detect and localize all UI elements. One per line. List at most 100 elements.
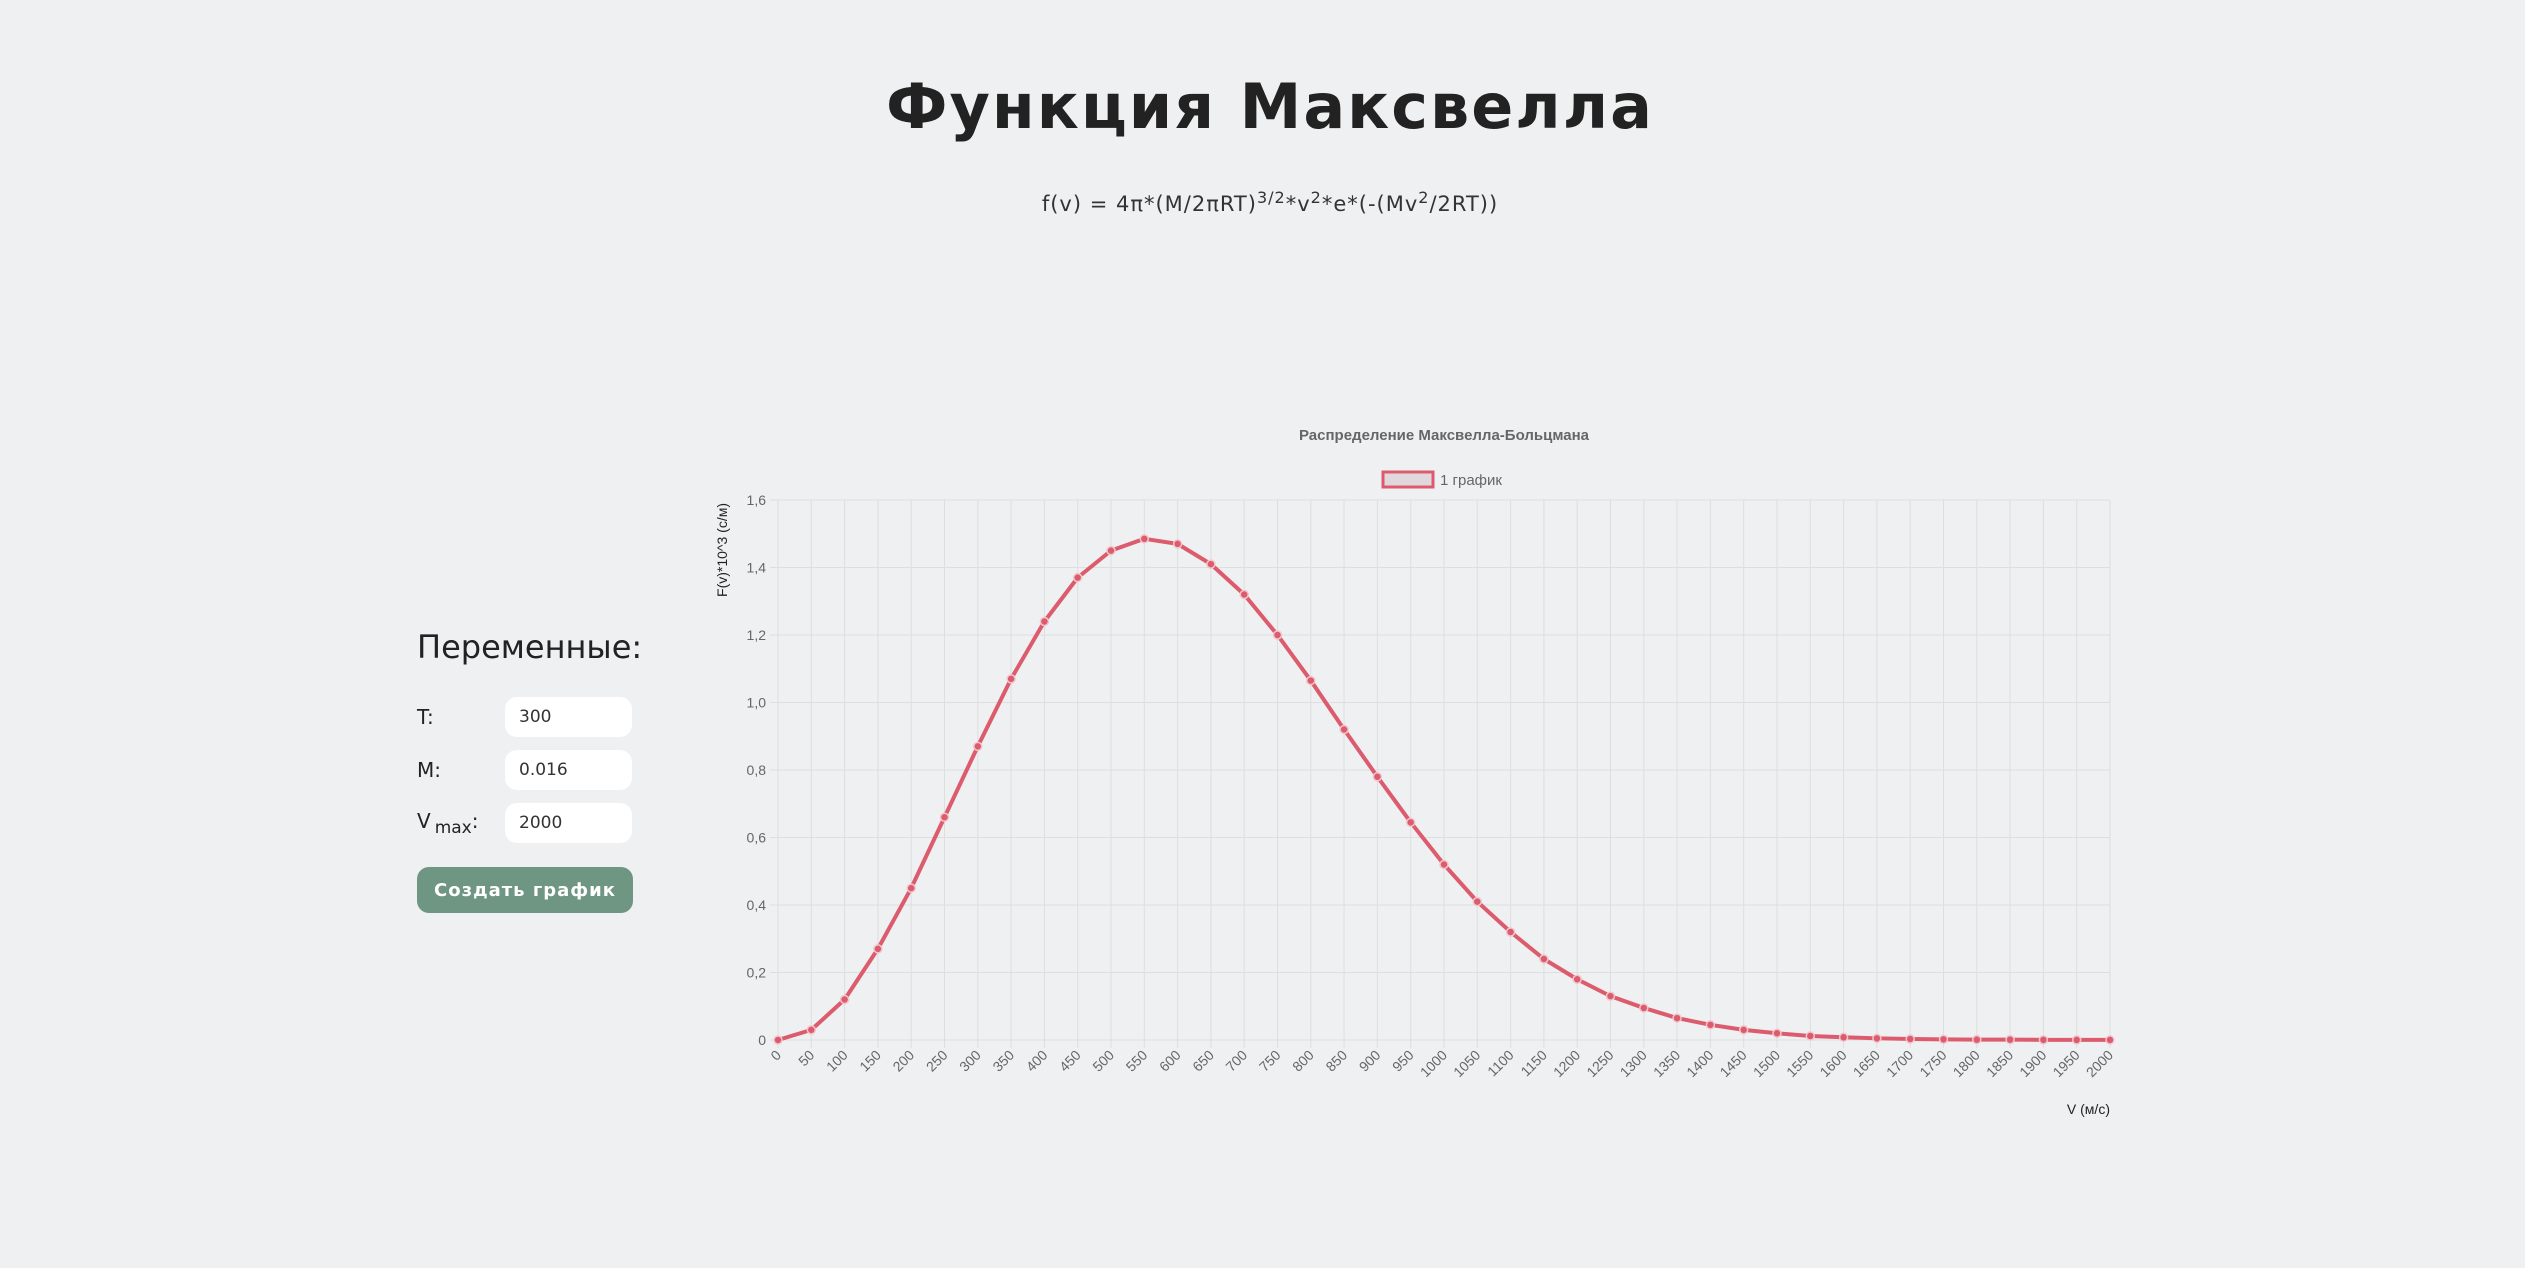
- x-tick-label: 1050: [1450, 1047, 1483, 1080]
- chart-title: Распределение Максвелла-Больцмана: [1299, 427, 1590, 444]
- x-tick-label: 800: [1289, 1047, 1317, 1075]
- y-tick-label: 0,6: [747, 830, 767, 846]
- data-point: [1505, 927, 1516, 937]
- formula-part-2: *v: [1285, 192, 1311, 216]
- data-point: [1372, 772, 1383, 782]
- data-point: [1405, 817, 1416, 828]
- formula-exp-1: 3/2: [1256, 188, 1286, 207]
- y-tick-label: 0: [758, 1032, 766, 1048]
- x-tick-label: 1200: [1550, 1047, 1583, 1080]
- data-point: [1072, 572, 1083, 583]
- x-tick-label: 1250: [1583, 1047, 1616, 1080]
- data-point: [1472, 896, 1483, 907]
- data-point: [1439, 859, 1449, 870]
- data-point: [1172, 539, 1183, 549]
- variables-title: Переменные:: [417, 628, 643, 666]
- data-point: [2105, 1035, 2115, 1045]
- data-point: [1872, 1033, 1882, 1044]
- vmax-label-colon: :: [471, 808, 479, 833]
- create-chart-button[interactable]: Создать график: [417, 867, 633, 913]
- x-tick-label: 1500: [1750, 1047, 1783, 1080]
- data-point: [1339, 724, 1349, 735]
- x-tick-label: 650: [1189, 1047, 1217, 1075]
- x-tick-label: 100: [823, 1047, 851, 1075]
- formula: f(v) = 4π*(M/2πRT)3/2*v2*e*(-(Mv2/2RT)): [0, 188, 2525, 216]
- formula-part-3: *e*(-(Mv: [1321, 192, 1419, 216]
- x-tick-label: 150: [856, 1047, 884, 1075]
- data-point: [1106, 545, 1116, 556]
- y-tick-label: 1,2: [747, 627, 767, 643]
- page-title: Функция Максвелла: [886, 70, 1654, 143]
- data-point: [873, 944, 883, 954]
- x-tick-label: 1850: [1983, 1047, 2016, 1080]
- x-tick-label: 750: [1256, 1047, 1284, 1075]
- y-tick-label: 1,4: [747, 560, 767, 576]
- data-point: [1605, 991, 1616, 1001]
- formula-part-1: f(v) = 4π*(M/2πRT): [1041, 192, 1257, 216]
- vmax-label-sub: max: [434, 817, 472, 838]
- x-tick-label: 50: [795, 1047, 817, 1069]
- data-point: [939, 812, 950, 822]
- x-tick-label: 1300: [1617, 1047, 1650, 1080]
- data-point: [1306, 675, 1316, 686]
- m-label: M:: [417, 758, 441, 782]
- legend-label: 1 график: [1440, 472, 1502, 489]
- data-point: [1006, 674, 1016, 684]
- formula-exp-3: 2: [1418, 188, 1430, 207]
- data-point: [773, 1035, 783, 1045]
- x-tick-label: 300: [956, 1047, 984, 1075]
- formula-exp-2: 2: [1310, 188, 1322, 207]
- x-tick-label: 1400: [1683, 1047, 1716, 1080]
- data-point: [1905, 1034, 1915, 1044]
- data-point: [1539, 954, 1549, 964]
- x-tick-label: 950: [1389, 1047, 1417, 1075]
- x-tick-label: 500: [1089, 1047, 1117, 1075]
- y-tick-label: 0,4: [747, 897, 767, 913]
- data-point: [2071, 1035, 2082, 1045]
- x-tick-label: 1800: [1950, 1047, 1983, 1080]
- data-point: [1039, 616, 1050, 627]
- data-point: [2005, 1034, 2015, 1045]
- data-point: [1206, 559, 1216, 569]
- x-tick-label: 1150: [1517, 1047, 1550, 1080]
- x-tick-label: 2000: [2083, 1047, 2116, 1080]
- x-tick-label: 850: [1322, 1047, 1350, 1075]
- data-point: [1772, 1028, 1782, 1038]
- x-tick-label: 250: [923, 1047, 951, 1075]
- x-tick-label: 350: [989, 1047, 1017, 1075]
- x-tick-label: 1550: [1783, 1047, 1816, 1080]
- data-point: [1838, 1032, 1849, 1043]
- y-tick-label: 1,6: [747, 492, 767, 508]
- vmax-input[interactable]: [505, 803, 632, 843]
- t-label: T:: [417, 705, 434, 729]
- x-tick-label: 1900: [2016, 1047, 2049, 1080]
- data-point: [906, 883, 916, 893]
- data-point: [1639, 1003, 1649, 1013]
- vmax-label-v: V: [417, 808, 431, 833]
- x-tick-label: 1950: [2049, 1047, 2082, 1080]
- x-tick-label: 1650: [1850, 1047, 1883, 1080]
- data-point: [1672, 1013, 1682, 1023]
- chart-container: Распределение Максвелла-Больцмана 1 графи…: [700, 420, 2130, 1120]
- y-axis-title: F(v)*10^3 (с/м): [714, 503, 730, 597]
- data-point: [973, 741, 983, 752]
- data-point: [2038, 1035, 2049, 1045]
- data-point: [1805, 1031, 1816, 1041]
- t-input[interactable]: [505, 697, 632, 737]
- x-tick-label: 1450: [1716, 1047, 1749, 1080]
- y-tick-label: 0,2: [747, 965, 767, 981]
- formula-part-4: /2RT)): [1429, 192, 1499, 216]
- m-input[interactable]: [505, 750, 632, 790]
- data-point: [1938, 1034, 1949, 1045]
- x-tick-label: 400: [1023, 1047, 1051, 1075]
- y-tick-label: 1,0: [747, 695, 767, 711]
- maxwell-chart: Распределение Максвелла-Больцмана 1 графи…: [714, 427, 2116, 1117]
- x-tick-label: 450: [1056, 1047, 1084, 1075]
- x-tick-label: 200: [889, 1047, 917, 1075]
- x-tick-label: 600: [1156, 1047, 1184, 1075]
- x-tick-label: 1750: [1916, 1047, 1949, 1080]
- x-tick-label: 550: [1123, 1047, 1151, 1075]
